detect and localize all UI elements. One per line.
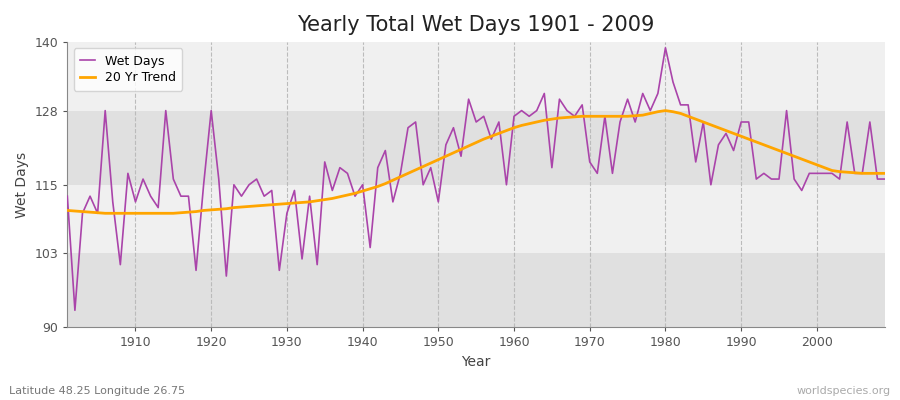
Wet Days bbox=[517, 108, 527, 113]
20 Yr Trend bbox=[297, 200, 308, 205]
20 Yr Trend bbox=[130, 211, 141, 216]
Text: Latitude 48.25 Longitude 26.75: Latitude 48.25 Longitude 26.75 bbox=[9, 386, 185, 396]
20 Yr Trend bbox=[100, 211, 111, 216]
Text: worldspecies.org: worldspecies.org bbox=[796, 386, 891, 396]
Legend: Wet Days, 20 Yr Trend: Wet Days, 20 Yr Trend bbox=[74, 48, 182, 91]
Wet Days bbox=[62, 194, 73, 198]
Wet Days bbox=[660, 46, 670, 50]
20 Yr Trend bbox=[517, 123, 527, 128]
Y-axis label: Wet Days: Wet Days bbox=[15, 152, 29, 218]
20 Yr Trend bbox=[660, 108, 670, 113]
Wet Days bbox=[342, 171, 353, 176]
Wet Days bbox=[879, 177, 890, 182]
Wet Days bbox=[508, 114, 519, 119]
20 Yr Trend bbox=[879, 171, 890, 176]
Line: 20 Yr Trend: 20 Yr Trend bbox=[68, 110, 885, 213]
20 Yr Trend bbox=[607, 114, 617, 119]
Bar bbox=[68, 185, 885, 253]
Title: Yearly Total Wet Days 1901 - 2009: Yearly Total Wet Days 1901 - 2009 bbox=[298, 15, 655, 35]
X-axis label: Year: Year bbox=[462, 355, 490, 369]
Bar bbox=[68, 42, 885, 110]
Wet Days bbox=[69, 308, 80, 313]
20 Yr Trend bbox=[508, 125, 519, 130]
20 Yr Trend bbox=[342, 193, 353, 198]
Wet Days bbox=[297, 256, 308, 261]
Line: Wet Days: Wet Days bbox=[68, 48, 885, 310]
Wet Days bbox=[607, 171, 617, 176]
Bar bbox=[68, 110, 885, 185]
20 Yr Trend bbox=[62, 208, 73, 213]
Bar bbox=[68, 253, 885, 328]
Wet Days bbox=[130, 200, 141, 204]
